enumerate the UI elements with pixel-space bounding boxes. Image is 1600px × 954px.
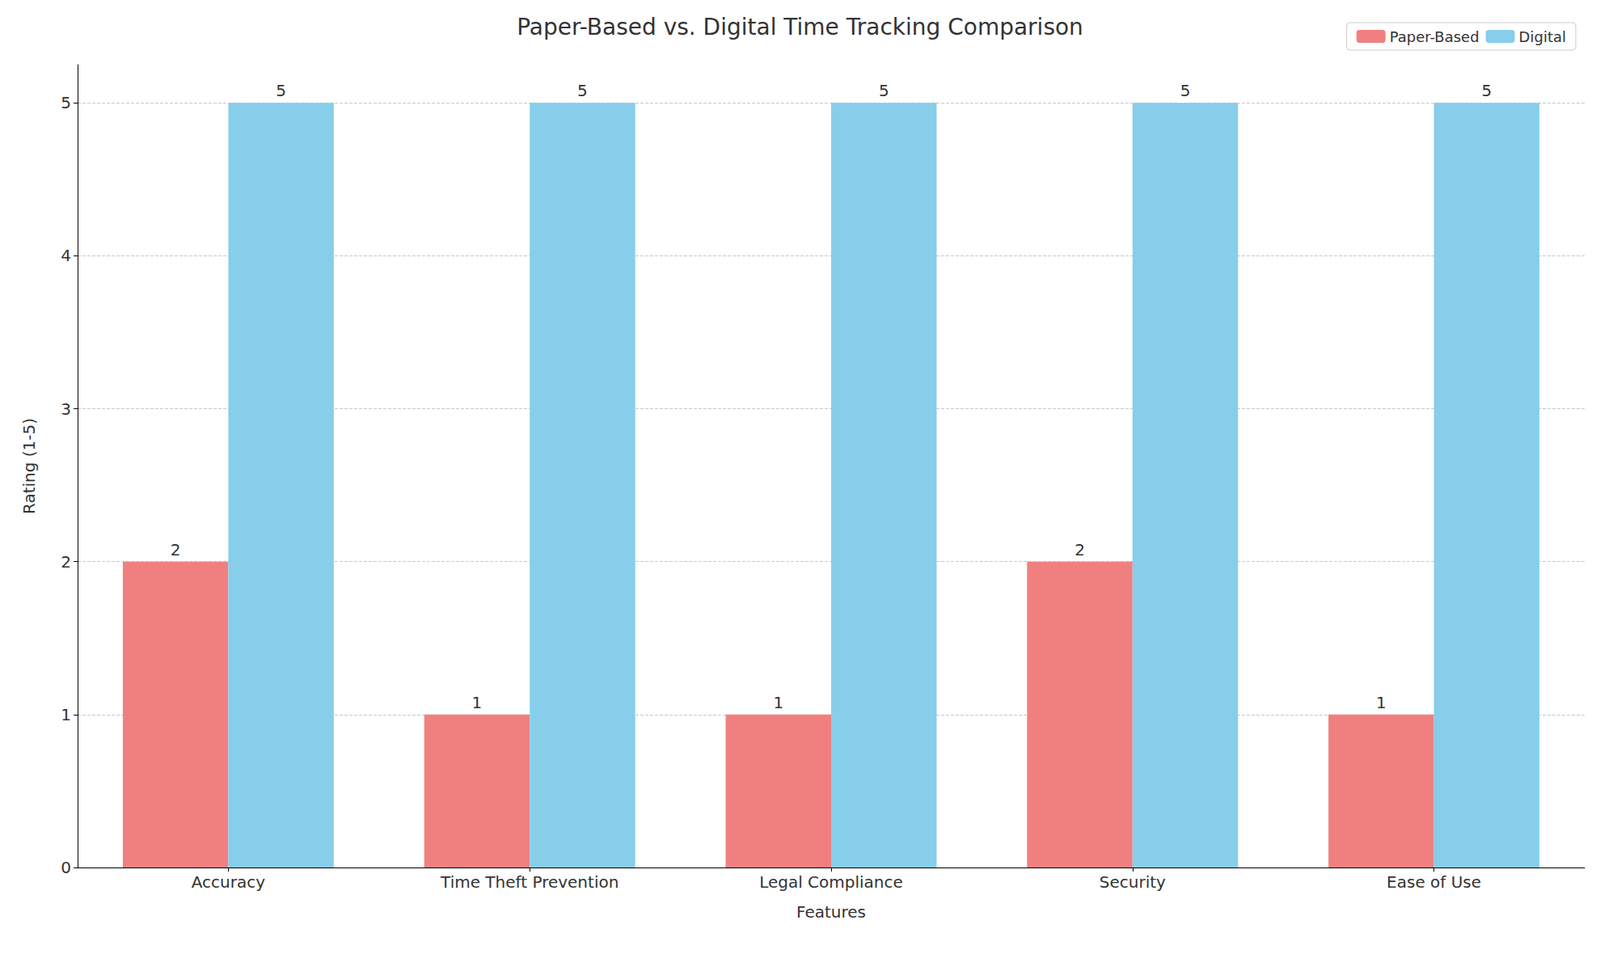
- svg-text:3: 3: [60, 399, 72, 419]
- svg-text:Digital: Digital: [1519, 28, 1567, 46]
- svg-text:5: 5: [60, 92, 72, 113]
- svg-text:0: 0: [60, 857, 72, 878]
- svg-text:5: 5: [577, 80, 588, 101]
- svg-text:Paper-Based: Paper-Based: [1389, 28, 1480, 46]
- svg-text:Features: Features: [796, 902, 866, 922]
- svg-text:Security: Security: [1099, 872, 1166, 892]
- svg-text:2: 2: [60, 552, 72, 572]
- svg-text:Legal Compliance: Legal Compliance: [759, 872, 904, 892]
- svg-text:5: 5: [878, 80, 890, 101]
- svg-text:2: 2: [170, 540, 182, 560]
- svg-text:5: 5: [1180, 80, 1191, 101]
- svg-text:5: 5: [1481, 80, 1492, 101]
- svg-text:2: 2: [1074, 540, 1085, 560]
- svg-text:Ease of Use: Ease of Use: [1386, 872, 1482, 892]
- svg-text:1: 1: [472, 692, 483, 713]
- svg-text:1: 1: [60, 705, 72, 725]
- svg-text:Accuracy: Accuracy: [191, 872, 266, 892]
- svg-text:5: 5: [275, 80, 287, 101]
- svg-text:Paper-Based vs. Digital Time T: Paper-Based vs. Digital Time Tracking Co…: [516, 13, 1084, 41]
- svg-text:Rating (1-5): Rating (1-5): [19, 417, 39, 515]
- svg-text:4: 4: [60, 245, 72, 266]
- svg-text:Time Theft Prevention: Time Theft Prevention: [439, 872, 619, 892]
- svg-text:1: 1: [1376, 692, 1387, 713]
- svg-text:1: 1: [772, 692, 784, 713]
